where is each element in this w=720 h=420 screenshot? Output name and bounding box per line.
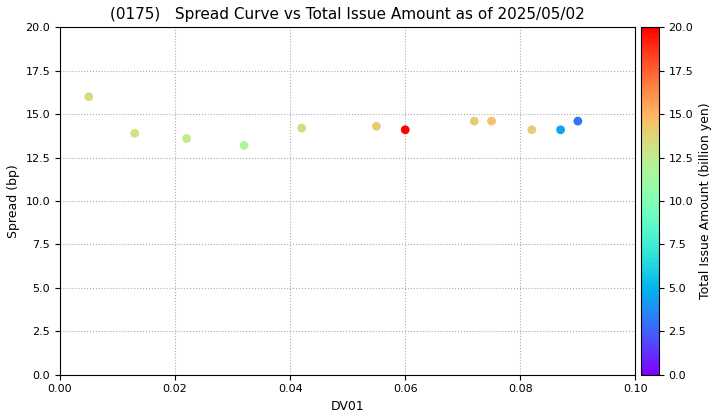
Point xyxy=(469,118,480,124)
Point xyxy=(129,130,140,136)
Y-axis label: Spread (bp): Spread (bp) xyxy=(7,164,20,238)
Point xyxy=(181,135,192,142)
Point xyxy=(83,93,94,100)
Point xyxy=(572,118,584,124)
Point xyxy=(526,126,538,133)
Y-axis label: Total Issue Amount (billion yen): Total Issue Amount (billion yen) xyxy=(699,103,712,299)
Point xyxy=(486,118,498,124)
Point xyxy=(555,126,567,133)
Title: (0175)   Spread Curve vs Total Issue Amount as of 2025/05/02: (0175) Spread Curve vs Total Issue Amoun… xyxy=(110,7,585,22)
Point xyxy=(400,126,411,133)
X-axis label: DV01: DV01 xyxy=(330,400,364,413)
Point xyxy=(238,142,250,149)
Point xyxy=(371,123,382,130)
Point xyxy=(296,125,307,131)
